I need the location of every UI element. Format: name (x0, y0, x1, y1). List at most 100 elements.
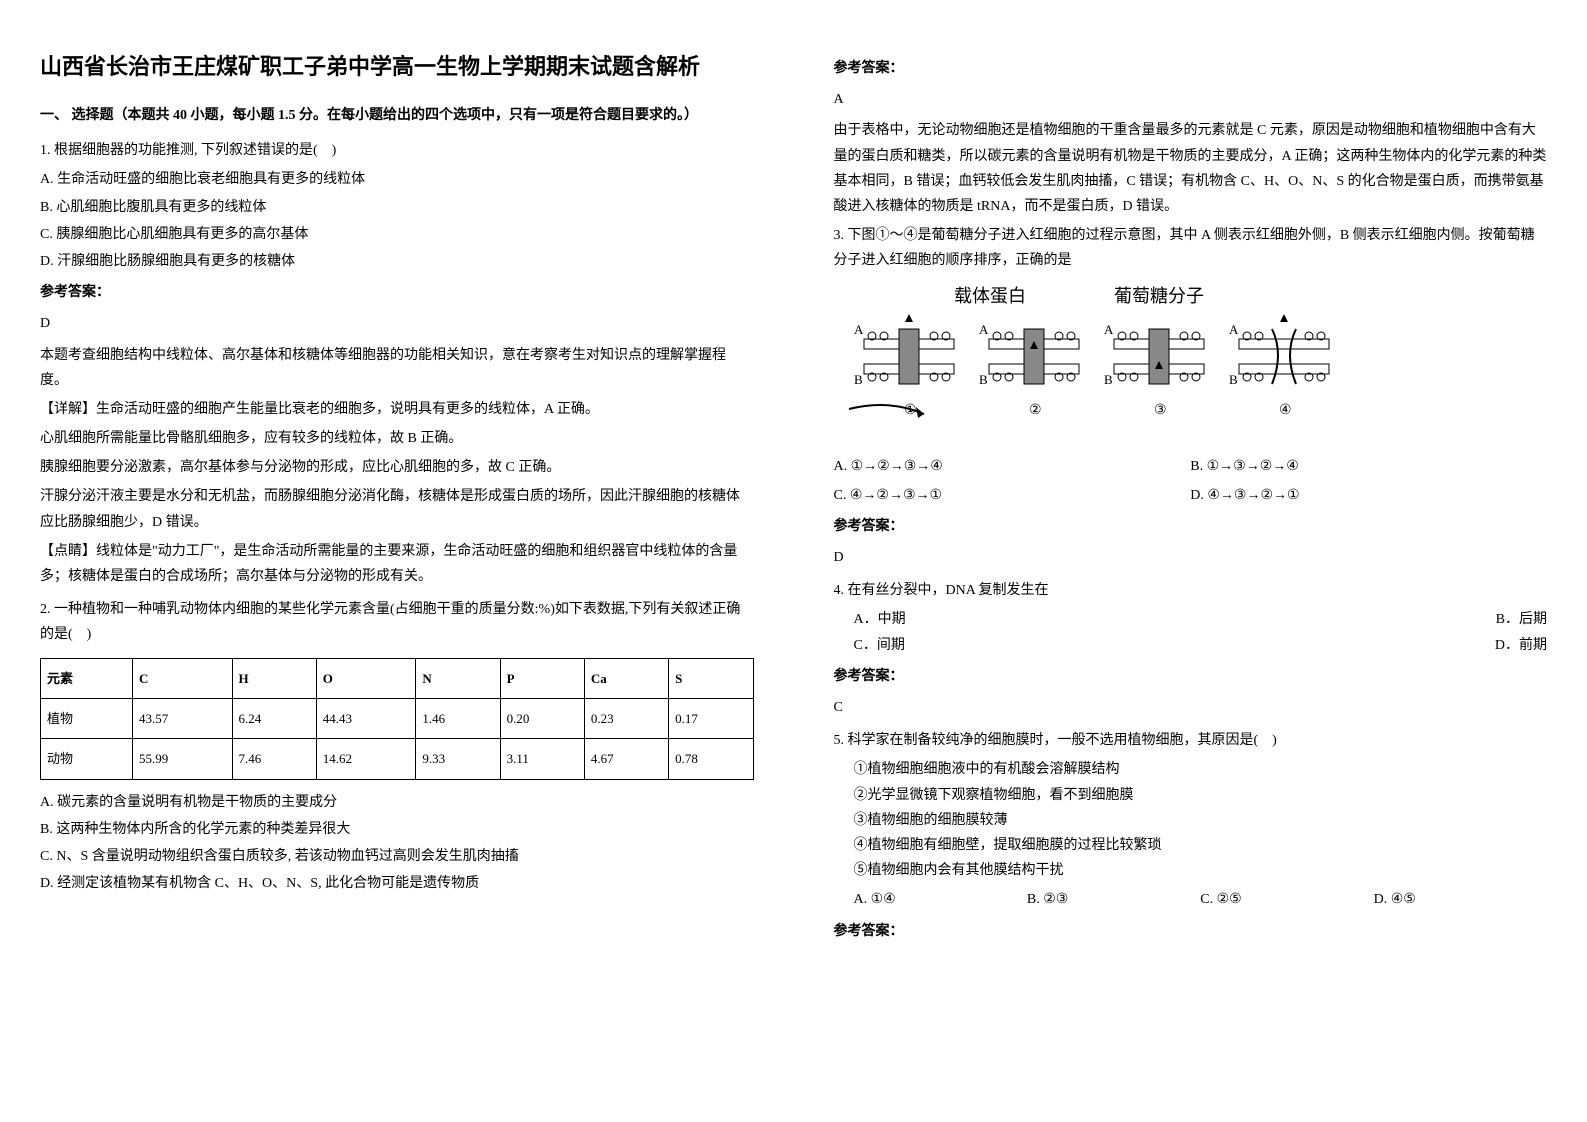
panel-1: A B ① (849, 314, 954, 418)
q2-exp: 由于表格中，无论动物细胞还是植物细胞的干重含量最多的元素就是 C 元素，原因是动… (834, 118, 1548, 219)
q1-opt-b: B. 心肌细胞比腹肌具有更多的线粒体 (40, 195, 754, 220)
svg-text:B: B (1104, 372, 1113, 387)
q2-table: 元素 C H O N P Ca S 植物 43.57 6.24 44.43 1.… (40, 658, 754, 780)
answer-label: 参考答案： (40, 280, 754, 305)
panel-4: A B ④ (1229, 314, 1329, 418)
q2-opt-a: A. 碳元素的含量说明有机物是干物质的主要成分 (40, 790, 754, 815)
q1-exp2: 【详解】生命活动旺盛的细胞产生能量比衰老的细胞多，说明具有更多的线粒体，A 正确… (40, 397, 754, 422)
q4-opt-b: B．后期 (1496, 607, 1547, 632)
section-header: 一、 选择题（本题共 40 小题，每小题 1.5 分。在每小题给出的四个选项中，… (40, 103, 754, 128)
q4-answer: C (834, 695, 1548, 720)
q5-opt-a: A. ①④ (854, 887, 1027, 912)
q3-opts-row2: C. ④→②→③→① D. ④→③→②→① (834, 483, 1548, 508)
q2-answer: A (834, 87, 1548, 112)
svg-text:A: A (979, 322, 989, 337)
membrane-diagram-icon: 载体蛋白 葡萄糖分子 A B ① (834, 284, 1354, 444)
answer-label: 参考答案： (834, 919, 1548, 944)
td: 0.78 (669, 739, 753, 779)
carrier-label: 载体蛋白 (954, 286, 1026, 306)
q3-opt-c: C. ④→②→③→① (834, 483, 1191, 508)
th: C (132, 658, 232, 698)
page-title: 山西省长治市王庄煤矿职工子弟中学高一生物上学期期末试题含解析 (40, 50, 754, 83)
svg-text:④: ④ (1279, 403, 1292, 418)
q1-opt-c: C. 胰腺细胞比心肌细胞具有更多的高尔基体 (40, 222, 754, 247)
q3-figure: 载体蛋白 葡萄糖分子 A B ① (834, 284, 1548, 444)
q3-opt-d: D. ④→③→②→① (1190, 483, 1547, 508)
q4-opt-d: D．前期 (1495, 633, 1547, 658)
question-3: 3. 下图①～④是葡萄糖分子进入红细胞的过程示意图，其中 A 侧表示红细胞外侧，… (834, 223, 1548, 570)
glucose-label: 葡萄糖分子 (1114, 286, 1204, 306)
q4-stem: 4. 在有丝分裂中，DNA 复制发生在 (834, 578, 1548, 603)
th: S (669, 658, 753, 698)
q3-opt-a: A. ①→②→③→④ (834, 454, 1191, 479)
svg-text:A: A (1229, 322, 1239, 337)
question-1: 1. 根据细胞器的功能推测, 下列叙述错误的是( ) A. 生命活动旺盛的细胞比… (40, 138, 754, 589)
th: H (232, 658, 316, 698)
q1-options: A. 生命活动旺盛的细胞比衰老细胞具有更多的线粒体 B. 心肌细胞比腹肌具有更多… (40, 167, 754, 274)
answer-label: 参考答案： (834, 664, 1548, 689)
td: 0.20 (500, 698, 584, 738)
td: 55.99 (132, 739, 232, 779)
td: 7.46 (232, 739, 316, 779)
q3-opt-b: B. ①→③→②→④ (1190, 454, 1547, 479)
q2-opt-b: B. 这两种生物体内所含的化学元素的种类差异很大 (40, 817, 754, 842)
th: N (416, 658, 500, 698)
td: 3.11 (500, 739, 584, 779)
td: 9.33 (416, 739, 500, 779)
td: 0.17 (669, 698, 753, 738)
left-column: 山西省长治市王庄煤矿职工子弟中学高一生物上学期期末试题含解析 一、 选择题（本题… (0, 0, 794, 1122)
q2-opt-c: C. N、S 含量说明动物组织含蛋白质较多, 若该动物血钙过高则会发生肌肉抽搐 (40, 844, 754, 869)
svg-text:A: A (1104, 322, 1114, 337)
q5-statements: ①植物细胞细胞液中的有机酸会溶解膜结构 ②光学显微镜下观察植物细胞，看不到细胞膜… (854, 757, 1548, 883)
question-5: 5. 科学家在制备较纯净的细胞膜时，一般不选用植物细胞，其原因是( ) ①植物细… (834, 728, 1548, 944)
q1-opt-d: D. 汗腺细胞比肠腺细胞具有更多的核糖体 (40, 249, 754, 274)
q5-stem: 5. 科学家在制备较纯净的细胞膜时，一般不选用植物细胞，其原因是( ) (834, 728, 1548, 753)
svg-text:B: B (979, 372, 988, 387)
td: 4.67 (584, 739, 668, 779)
q1-exp1: 本题考查细胞结构中线粒体、高尔基体和核糖体等细胞器的功能相关知识，意在考察考生对… (40, 343, 754, 393)
q3-stem: 3. 下图①～④是葡萄糖分子进入红细胞的过程示意图，其中 A 侧表示红细胞外侧，… (834, 223, 1548, 273)
q3-answer: D (834, 545, 1548, 570)
answer-label: 参考答案： (834, 56, 1548, 81)
table-row: 动物 55.99 7.46 14.62 9.33 3.11 4.67 0.78 (41, 739, 754, 779)
q5-opts: A. ①④ B. ②③ C. ②⑤ D. ④⑤ (854, 887, 1548, 912)
q1-exp6: 【点睛】线粒体是"动力工厂"，是生命活动所需能量的主要来源，生命活动旺盛的细胞和… (40, 539, 754, 589)
q5-s2: ②光学显微镜下观察植物细胞，看不到细胞膜 (854, 783, 1548, 808)
td: 动物 (41, 739, 133, 779)
q4-row1: A．中期 B．后期 (834, 607, 1548, 632)
q5-s4: ④植物细胞有细胞壁，提取细胞膜的过程比较繁琐 (854, 833, 1548, 858)
q5-s5: ⑤植物细胞内会有其他膜结构干扰 (854, 858, 1548, 883)
q2-options: A. 碳元素的含量说明有机物是干物质的主要成分 B. 这两种生物体内所含的化学元… (40, 790, 754, 897)
q1-stem: 1. 根据细胞器的功能推测, 下列叙述错误的是( ) (40, 138, 754, 163)
svg-text:②: ② (1029, 403, 1042, 418)
td: 44.43 (316, 698, 416, 738)
td: 6.24 (232, 698, 316, 738)
th: P (500, 658, 584, 698)
q5-opt-d: D. ④⑤ (1374, 887, 1547, 912)
td: 43.57 (132, 698, 232, 738)
th: O (316, 658, 416, 698)
question-2: 2. 一种植物和一种哺乳动物体内细胞的某些化学元素含量(占细胞干重的质量分数:%… (40, 597, 754, 896)
right-column: 参考答案： A 由于表格中，无论动物细胞还是植物细胞的干重含量最多的元素就是 C… (794, 0, 1587, 1122)
q4-opt-c: C．间期 (854, 633, 905, 658)
panel-3: A B ③ (1104, 322, 1204, 418)
q4-row2: C．间期 D．前期 (834, 633, 1548, 658)
th: Ca (584, 658, 668, 698)
svg-text:A: A (854, 322, 864, 337)
table-header-row: 元素 C H O N P Ca S (41, 658, 754, 698)
q1-exp4: 胰腺细胞要分泌激素，高尔基体参与分泌物的形成，应比心肌细胞的多，故 C 正确。 (40, 455, 754, 480)
q4-opt-a: A．中期 (854, 607, 906, 632)
q5-opt-c: C. ②⑤ (1200, 887, 1373, 912)
th: 元素 (41, 658, 133, 698)
td: 1.46 (416, 698, 500, 738)
table-row: 植物 43.57 6.24 44.43 1.46 0.20 0.23 0.17 (41, 698, 754, 738)
td: 植物 (41, 698, 133, 738)
svg-text:B: B (1229, 372, 1238, 387)
q5-opt-b: B. ②③ (1027, 887, 1200, 912)
q3-opts-row1: A. ①→②→③→④ B. ①→③→②→④ (834, 454, 1548, 479)
q5-s3: ③植物细胞的细胞膜较薄 (854, 808, 1548, 833)
svg-text:B: B (854, 372, 863, 387)
q5-s1: ①植物细胞细胞液中的有机酸会溶解膜结构 (854, 757, 1548, 782)
q2-stem: 2. 一种植物和一种哺乳动物体内细胞的某些化学元素含量(占细胞干重的质量分数:%… (40, 597, 754, 647)
svg-text:③: ③ (1154, 403, 1167, 418)
